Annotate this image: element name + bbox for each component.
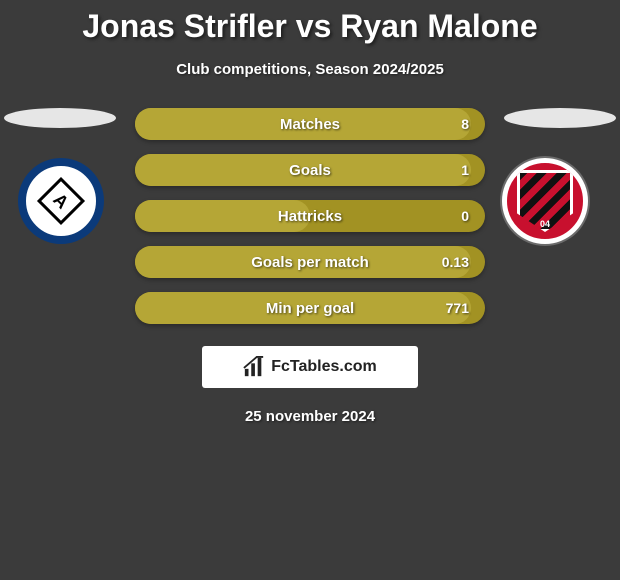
left-club-badge xyxy=(18,158,118,238)
page-subtitle: Club competitions, Season 2024/2025 xyxy=(0,61,620,78)
stat-value: 0 xyxy=(461,208,469,224)
stat-label: Hattricks xyxy=(278,208,342,225)
right-player-oval xyxy=(504,108,616,128)
stat-value: 771 xyxy=(446,300,469,316)
stat-value: 1 xyxy=(461,162,469,178)
badge-year: 04 xyxy=(540,219,550,229)
stat-label: Goals per match xyxy=(251,254,369,271)
bar-chart-icon xyxy=(243,356,265,378)
watermark: FcTables.com xyxy=(202,346,418,388)
watermark-text: FcTables.com xyxy=(271,358,377,376)
stat-value: 0.13 xyxy=(442,254,469,270)
stat-row: Hattricks 0 xyxy=(135,200,485,232)
stat-label: Goals xyxy=(289,162,331,179)
stat-row: Matches 8 xyxy=(135,108,485,140)
stat-row: Min per goal 771 xyxy=(135,292,485,324)
snapshot-date: 25 november 2024 xyxy=(0,408,620,425)
shield-icon: 04 xyxy=(517,170,573,232)
right-club-badge: 04 xyxy=(502,158,602,238)
stat-label: Min per goal xyxy=(266,300,354,317)
comparison-panel: 04 Matches 8 Goals 1 Hattricks 0 Goals p… xyxy=(0,108,620,425)
stat-row: Goals per match 0.13 xyxy=(135,246,485,278)
left-player-oval xyxy=(4,108,116,128)
stats-list: Matches 8 Goals 1 Hattricks 0 Goals per … xyxy=(135,108,485,324)
page-title: Jonas Strifler vs Ryan Malone xyxy=(0,0,620,45)
fc-ingolstadt-badge: 04 xyxy=(502,158,588,244)
stat-value: 8 xyxy=(461,116,469,132)
stat-row: Goals 1 xyxy=(135,154,485,186)
stat-label: Matches xyxy=(280,116,340,133)
arminia-bielefeld-badge xyxy=(18,158,104,244)
